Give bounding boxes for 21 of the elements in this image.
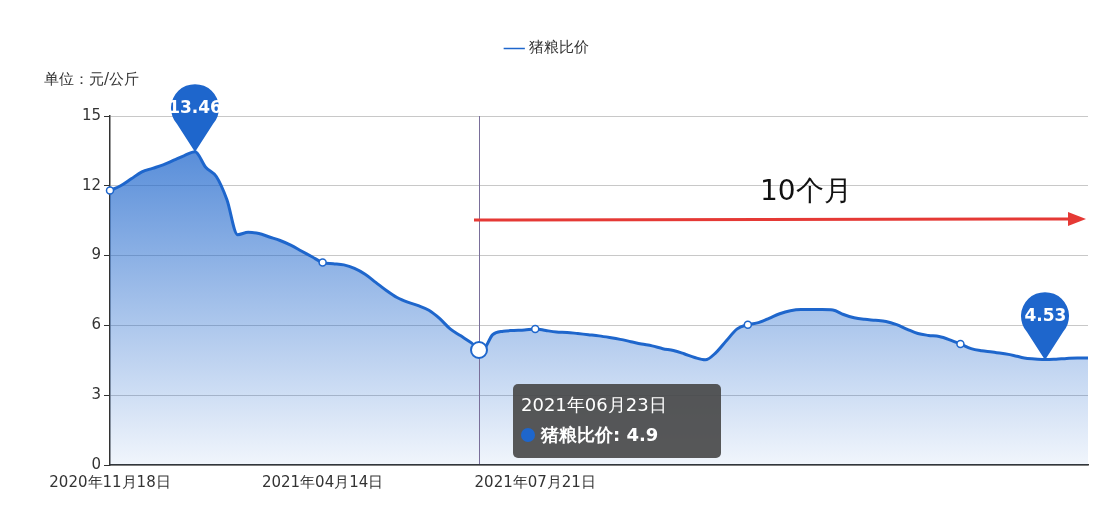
point: [956, 339, 965, 349]
y-tick-label: 6: [91, 315, 101, 334]
annotation: 2021年06月23日: [521, 393, 668, 417]
annotation: 猪粮比价: 4.9: [540, 423, 660, 447]
x-tick-label: 2020年11月18日: [49, 472, 171, 491]
x-tick-label: 2021年04月14日: [261, 472, 384, 491]
y-tick-label: 15: [81, 105, 101, 124]
annotation: 10个月: [760, 173, 852, 209]
point: [530, 324, 540, 334]
annotation: 4.53: [1023, 304, 1068, 325]
y-tick-label: 0: [91, 454, 101, 473]
legend-label: 猪粮比价: [529, 38, 590, 57]
tooltip-card: 2021年06月23日 猪粮比价: 4.9: [513, 384, 721, 458]
y-axis-title: 单位：元/公斤: [44, 69, 140, 88]
point: [743, 320, 753, 329]
y-tick-label: 3: [91, 385, 101, 404]
x-tick-label: 2021年07月21日: [474, 472, 596, 491]
y-tick-label: 12: [81, 175, 101, 194]
y-tick-label: 9: [91, 245, 101, 264]
point: [105, 186, 115, 195]
point: [318, 258, 327, 267]
